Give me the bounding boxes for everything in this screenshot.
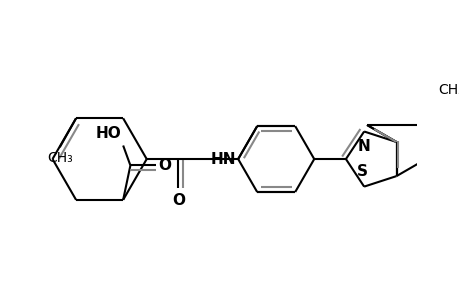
Text: HO: HO [95, 126, 121, 141]
Text: N: N [357, 139, 369, 154]
Text: CH₃: CH₃ [47, 151, 73, 165]
Text: HN: HN [211, 152, 236, 166]
Text: O: O [158, 158, 171, 173]
Text: CH₃: CH₃ [438, 83, 459, 97]
Text: S: S [356, 164, 367, 179]
Text: O: O [172, 193, 185, 208]
